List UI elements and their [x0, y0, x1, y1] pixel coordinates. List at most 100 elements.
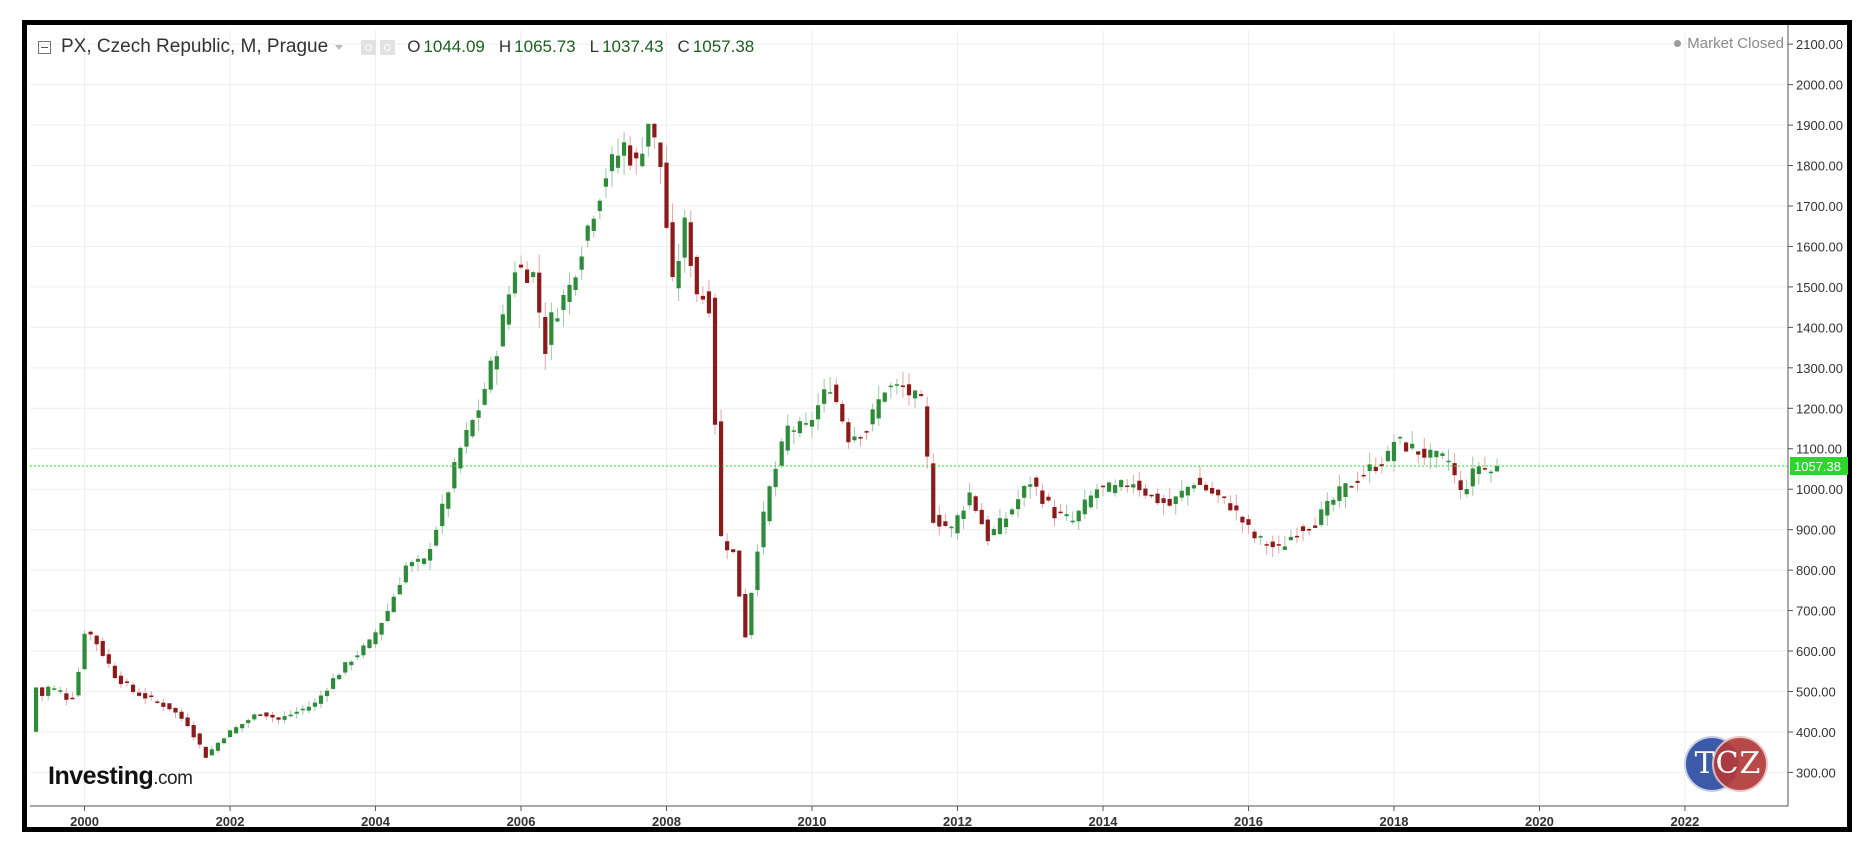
candle-body: [227, 730, 233, 738]
candle-body: [1161, 498, 1166, 504]
candle-body: [1167, 498, 1172, 506]
candle-body: [870, 409, 875, 425]
y-tick-label: 1900.00: [1796, 118, 1843, 133]
candle-body: [173, 707, 178, 713]
chevron-down-icon[interactable]: [335, 44, 344, 50]
candle-body: [294, 711, 299, 714]
candle-body: [1488, 471, 1494, 474]
candle-body: [1379, 464, 1384, 467]
candle-body: [912, 390, 918, 399]
candle-body: [682, 217, 687, 258]
candle-body: [694, 256, 699, 295]
candle-body: [852, 436, 857, 441]
candle-body: [124, 681, 130, 683]
candle-body: [828, 392, 833, 394]
market-status-text: Market Closed: [1687, 35, 1784, 52]
candle-body: [931, 463, 936, 523]
candle-body: [149, 695, 154, 697]
candle-body: [749, 592, 754, 635]
candle-body: [500, 314, 505, 347]
low-value: 1037.43: [602, 37, 664, 56]
candle-body: [1288, 536, 1294, 541]
candle-body: [318, 695, 324, 704]
candle-body: [725, 541, 730, 551]
candle-body: [888, 385, 893, 388]
candle-body: [264, 712, 269, 717]
x-tick-label: 2012: [943, 814, 972, 829]
candle-body: [179, 711, 184, 719]
candle-body: [706, 291, 712, 314]
candle-body: [1040, 490, 1045, 504]
eye-icon[interactable]: [361, 39, 377, 55]
candle-body: [1149, 494, 1154, 497]
candle-body: [1131, 484, 1136, 488]
tcz-watermark: TCZ: [1684, 736, 1768, 792]
candle-body: [1113, 485, 1118, 494]
candle-body: [925, 406, 930, 457]
candle-body: [464, 430, 469, 447]
candle-body: [470, 419, 475, 437]
candle-body: [543, 316, 548, 354]
candle-body: [1052, 506, 1057, 519]
candle-body: [76, 671, 81, 696]
candle-body: [700, 295, 705, 300]
candle-body: [1240, 516, 1245, 523]
candle-body: [46, 686, 51, 696]
chart-title[interactable]: PX, Czech Republic, M, Prague: [61, 36, 329, 57]
candle-body: [324, 690, 330, 697]
candle-body: [476, 410, 481, 418]
candle-body: [1094, 489, 1100, 499]
candle-body: [955, 515, 960, 534]
candle-body: [1276, 544, 1281, 546]
candle-body: [1088, 495, 1093, 508]
candle-body: [94, 635, 99, 645]
candle-body: [1434, 450, 1439, 458]
x-tick-label: 2000: [70, 814, 99, 829]
y-tick-label: 300.00: [1796, 765, 1836, 780]
y-tick-label: 1800.00: [1796, 159, 1843, 174]
candle-body: [246, 720, 251, 724]
candle-body: [391, 596, 396, 613]
candle-body: [743, 594, 748, 638]
candle-body: [646, 123, 651, 147]
candle-body: [961, 510, 966, 519]
candle-body: [143, 693, 148, 699]
candle-body: [1476, 466, 1481, 475]
candle-body: [512, 272, 518, 294]
candle-body: [791, 430, 796, 432]
candle-body: [70, 697, 75, 700]
candle-body: [258, 714, 263, 716]
candle-body: [797, 421, 802, 434]
candle-body: [1258, 536, 1263, 538]
candle-body: [130, 684, 136, 692]
candle-body: [1361, 474, 1366, 477]
candle-body: [270, 714, 275, 718]
candle-body: [1034, 477, 1039, 487]
candle-body: [773, 468, 778, 488]
candle-body: [1022, 486, 1027, 498]
x-tick-label: 2002: [216, 814, 245, 829]
candle-body: [167, 703, 172, 710]
candle-body: [1494, 465, 1500, 472]
y-tick-label: 400.00: [1796, 725, 1836, 740]
candle-body: [52, 688, 57, 690]
candle-body: [349, 661, 354, 666]
candle-body: [343, 662, 348, 673]
candle-body: [155, 701, 160, 703]
y-tick-label: 1000.00: [1796, 482, 1843, 497]
candle-body: [118, 675, 124, 685]
candle-body: [906, 384, 912, 396]
candle-body: [991, 529, 996, 536]
candle-body: [1009, 509, 1015, 515]
candle-body: [452, 462, 457, 489]
candle-body: [1319, 509, 1324, 525]
candle-body: [427, 548, 433, 561]
candle-body: [822, 389, 827, 404]
high-label: H: [498, 37, 512, 56]
low-label: L: [589, 37, 600, 56]
y-tick-label: 1100.00: [1796, 442, 1842, 457]
candle-body: [949, 526, 954, 529]
gear-icon[interactable]: [380, 39, 396, 55]
collapse-icon[interactable]: [38, 40, 51, 54]
